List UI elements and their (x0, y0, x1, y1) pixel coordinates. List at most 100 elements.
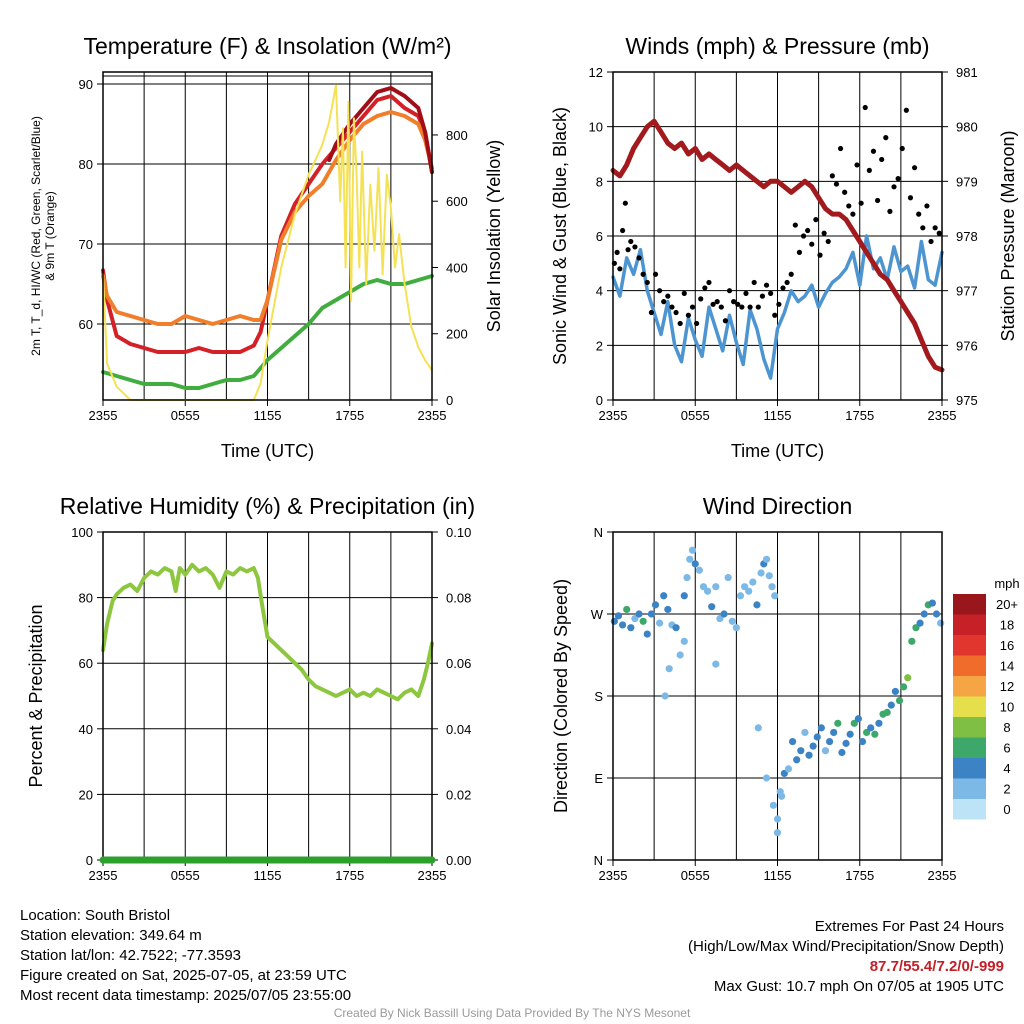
direction-point (920, 610, 928, 618)
chart-title: Winds (mph) & Pressure (mb) (625, 33, 929, 59)
gust-point (916, 211, 922, 217)
direction-point (754, 724, 762, 732)
y-tick-label: 0 (596, 393, 603, 408)
gust-point (874, 197, 881, 204)
direction-point (867, 724, 875, 732)
gust-point (722, 318, 729, 324)
y-axis-label: Direction (Colored By Speed) (551, 579, 571, 813)
direction-point (830, 728, 838, 737)
direction-point (688, 546, 697, 554)
direction-point (724, 573, 732, 582)
y2-tick-label: 978 (956, 229, 978, 244)
y-tick-label: 10 (589, 120, 603, 135)
direction-point (842, 739, 850, 747)
gust-point (924, 203, 930, 209)
direction-point (883, 708, 891, 717)
y-tick-label: 40 (79, 722, 93, 737)
colorbar-title: mph (994, 576, 1019, 591)
gust-point (837, 145, 844, 152)
direction-point (708, 603, 716, 611)
panel-winds: Winds (mph) & Pressure (mb) 2355 0555 1155 1… (550, 33, 1018, 461)
gust-point (928, 238, 934, 245)
gust-point (731, 299, 737, 305)
gust-point (891, 184, 897, 190)
x-tick-label: 0555 (681, 868, 710, 883)
direction-point (834, 719, 842, 727)
y-tick-label: 70 (79, 237, 93, 252)
direction-point (623, 605, 631, 614)
gust-point (862, 104, 868, 111)
plot-border (102, 71, 433, 401)
plot-border (612, 71, 943, 401)
direction-point (871, 730, 879, 738)
gust-point (780, 285, 786, 291)
gust-point (792, 222, 798, 228)
direction-point (916, 619, 924, 627)
direction-point (757, 569, 765, 577)
colorbar-label: 6 (1003, 741, 1010, 756)
station-info: Location: South Bristol Station elevatio… (20, 906, 351, 1006)
direction-point (875, 719, 883, 727)
direction-point (773, 829, 782, 837)
extremes-panel: Extremes For Past 24 Hours (High/Low/Max… (688, 917, 1004, 997)
speed-colorbar: mph 20+ 18 16 14 12 10 8 6 4 2 0 (953, 576, 1020, 820)
x-tick-label: 1755 (335, 408, 364, 423)
y-axis-label-line: & 9m T (Orange) (43, 191, 57, 281)
y2-tick-label: 800 (446, 128, 468, 143)
direction-point (661, 692, 669, 700)
y2-tick-label: 0.04 (446, 722, 471, 737)
direction-point (817, 724, 825, 732)
direction-point (680, 637, 688, 645)
y2-tick-label: 980 (956, 120, 978, 135)
x-tick-label: 1755 (335, 868, 364, 883)
gust-point (755, 304, 761, 310)
direction-point (618, 621, 627, 629)
colorbar-label: 4 (1003, 761, 1010, 776)
y-tick-label: S (594, 689, 603, 704)
direction-point (656, 619, 664, 627)
station-elevation: Station elevation: 349.64 m (20, 927, 202, 944)
direction-point (821, 747, 830, 755)
station-latlon: Station lat/lon: 42.7522; -77.3593 (20, 947, 242, 964)
y2-tick-label: 0.10 (446, 525, 471, 540)
colorbar-label: 2 (1003, 782, 1010, 797)
direction-point (937, 619, 945, 627)
y-tick-label: 6 (596, 229, 603, 244)
direction-point (778, 792, 786, 800)
y2-tick-label: 400 (446, 260, 468, 275)
gust-point (895, 176, 901, 182)
extremes-legend: (High/Low/Max Wind/Precipitation/Snow De… (688, 938, 1004, 955)
y2-tick-label: 0 (446, 393, 453, 408)
x-tick-label: 2355 (89, 408, 118, 423)
direction-point (643, 630, 651, 638)
colorbar-swatch (953, 799, 986, 820)
colorbar-label: 8 (1003, 720, 1010, 735)
gust-point (850, 211, 856, 217)
gust-point (800, 233, 807, 239)
gust-point (673, 309, 679, 316)
max-gust: Max Gust: 10.7 mph On 07/05 at 1905 UTC (713, 978, 1004, 995)
gust-point (685, 312, 691, 318)
colorbar-swatch (953, 594, 986, 615)
gust-point (858, 200, 864, 206)
gust-point (784, 279, 790, 286)
direction-point (891, 687, 899, 696)
gust-point (883, 135, 889, 141)
direction-point (695, 566, 703, 574)
gust-point (911, 165, 918, 171)
y-tick-label: 2 (596, 338, 603, 353)
gust-point (735, 301, 741, 307)
gust-point (833, 181, 840, 187)
gust-point (614, 249, 620, 255)
gust-point (689, 304, 696, 310)
direction-point (749, 578, 757, 586)
y2-tick-label: 0.02 (446, 787, 471, 802)
y-tick-label: 90 (79, 77, 93, 92)
gust-point (920, 225, 926, 231)
y-axis-label: 2m T, T_d, HI/WC (Red, Green, Scarlet/Bl… (29, 116, 57, 356)
direction-point (813, 733, 821, 741)
gust-point (747, 304, 753, 310)
y-tick-label: 100 (71, 525, 93, 540)
direction-point (825, 737, 834, 746)
